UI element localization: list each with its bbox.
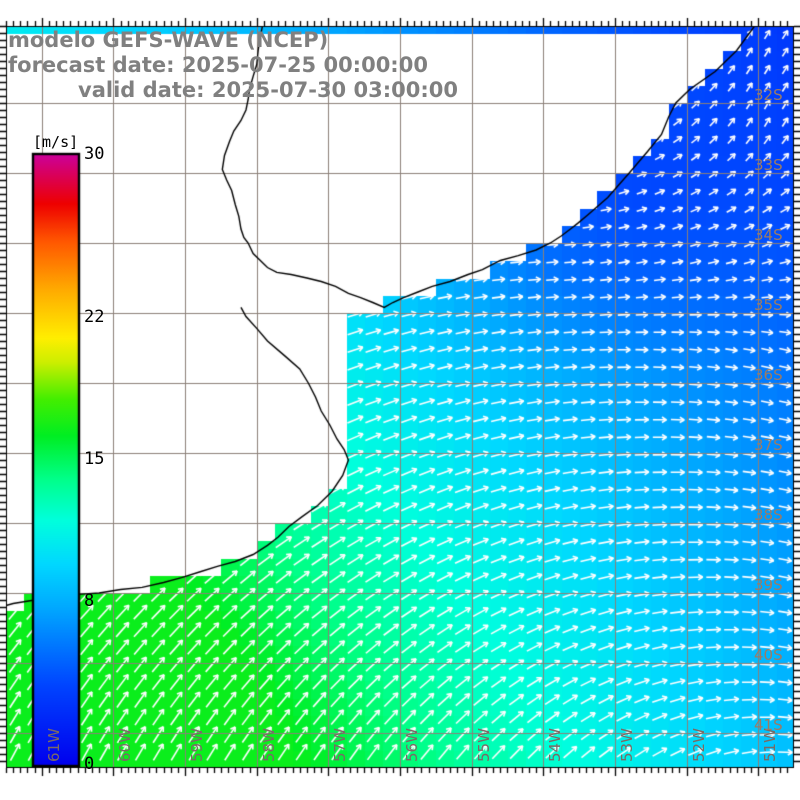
wind-forecast-map: modelo GEFS-WAVE (NCEP) forecast date: 2… [0, 0, 800, 800]
wind-field-canvas [0, 0, 800, 800]
